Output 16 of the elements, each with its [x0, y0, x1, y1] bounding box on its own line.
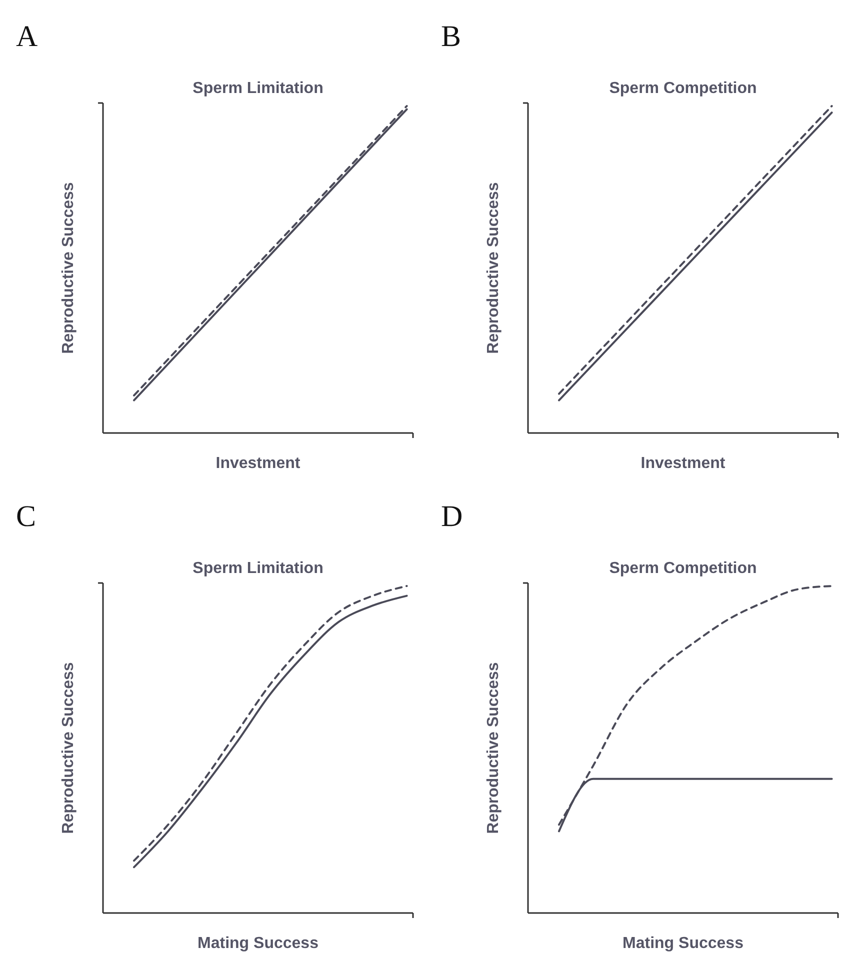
y-axis-title: Reproductive Success [60, 662, 77, 834]
chart-title: Sperm Competition [609, 560, 757, 577]
text: A [16, 20, 38, 53]
y-axis-title: Reproductive Success [60, 182, 77, 354]
x-axis-title: Mating Success [198, 935, 319, 952]
y-axis-title: Reproductive Success [485, 182, 502, 354]
text: B [441, 20, 462, 53]
x-axis-title: Investment [640, 455, 726, 472]
chart-title: Sperm Competition [609, 80, 757, 97]
chart-title: Sperm Limitation [192, 560, 324, 577]
x-axis-title: Investment [216, 455, 301, 472]
y-axis-title: Reproductive Success [485, 662, 502, 834]
chart-title: Sperm Limitation [192, 80, 324, 97]
x-axis-title: Mating Success [622, 935, 744, 952]
text: C [16, 500, 36, 533]
text: D [441, 500, 463, 533]
